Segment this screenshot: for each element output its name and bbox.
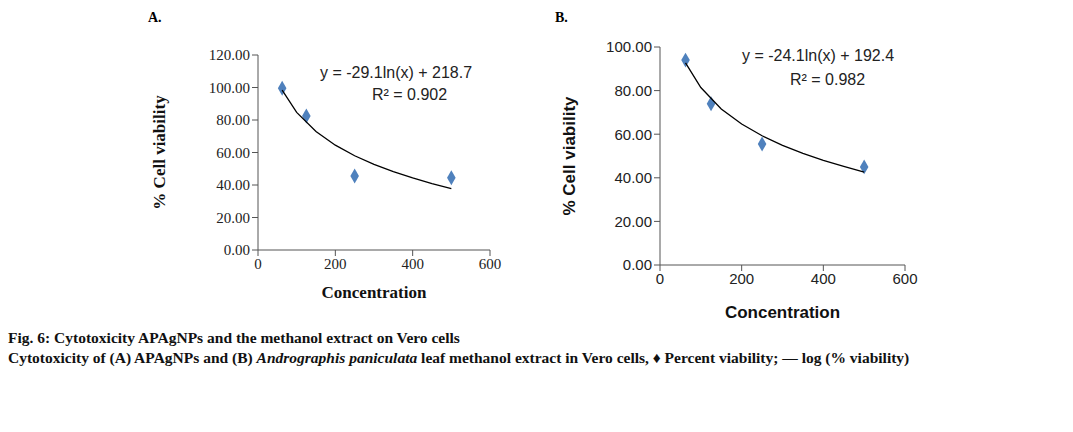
html-text:R² = 0.902: R² = 0.902 bbox=[372, 86, 448, 103]
svg-text:600: 600 bbox=[892, 270, 917, 287]
svg-text:120.00: 120.00 bbox=[209, 47, 250, 63]
svg-text:% Cell viability: % Cell viability bbox=[560, 96, 579, 216]
svg-text:200: 200 bbox=[324, 256, 347, 272]
svg-text:40.00: 40.00 bbox=[614, 169, 652, 186]
html-text:y = -24.1ln(x) + 192.4: y = -24.1ln(x) + 192.4 bbox=[742, 47, 895, 64]
html-text:Cytotoxicity of (A) APAgNPs an: Cytotoxicity of (A) APAgNPs and (B) Andr… bbox=[8, 349, 910, 366]
svg-text:0.00: 0.00 bbox=[224, 242, 250, 258]
svg-text:0.00: 0.00 bbox=[623, 256, 652, 273]
svg-text:600: 600 bbox=[479, 256, 502, 272]
svg-text:100.00: 100.00 bbox=[606, 38, 652, 55]
svg-text:20.00: 20.00 bbox=[216, 210, 250, 226]
svg-text:0: 0 bbox=[254, 256, 262, 272]
svg-text:Concentration: Concentration bbox=[725, 303, 840, 322]
html-text:B.: B. bbox=[555, 10, 568, 25]
html-text:Fig. 6: Cytotoxicity APAgNPs a: Fig. 6: Cytotoxicity APAgNPs and the met… bbox=[8, 329, 460, 346]
svg-text:0: 0 bbox=[656, 270, 664, 287]
svg-text:20.00: 20.00 bbox=[614, 213, 652, 230]
html-text:A.: A. bbox=[148, 10, 162, 25]
svg-text:100.00: 100.00 bbox=[209, 80, 250, 96]
svg-text:60.00: 60.00 bbox=[614, 126, 652, 143]
svg-text:60.00: 60.00 bbox=[216, 145, 250, 161]
svg-text:80.00: 80.00 bbox=[216, 112, 250, 128]
html-text:y = -29.1ln(x) + 218.7: y = -29.1ln(x) + 218.7 bbox=[320, 64, 473, 81]
svg-text:Concentration: Concentration bbox=[322, 283, 427, 302]
svg-text:% Cell viability: % Cell viability bbox=[150, 95, 169, 210]
svg-text:400: 400 bbox=[811, 270, 836, 287]
svg-text:40.00: 40.00 bbox=[216, 177, 250, 193]
html-text:R² = 0.982: R² = 0.982 bbox=[790, 71, 866, 88]
svg-text:200: 200 bbox=[729, 270, 754, 287]
svg-text:80.00: 80.00 bbox=[614, 82, 652, 99]
svg-text:400: 400 bbox=[401, 256, 424, 272]
